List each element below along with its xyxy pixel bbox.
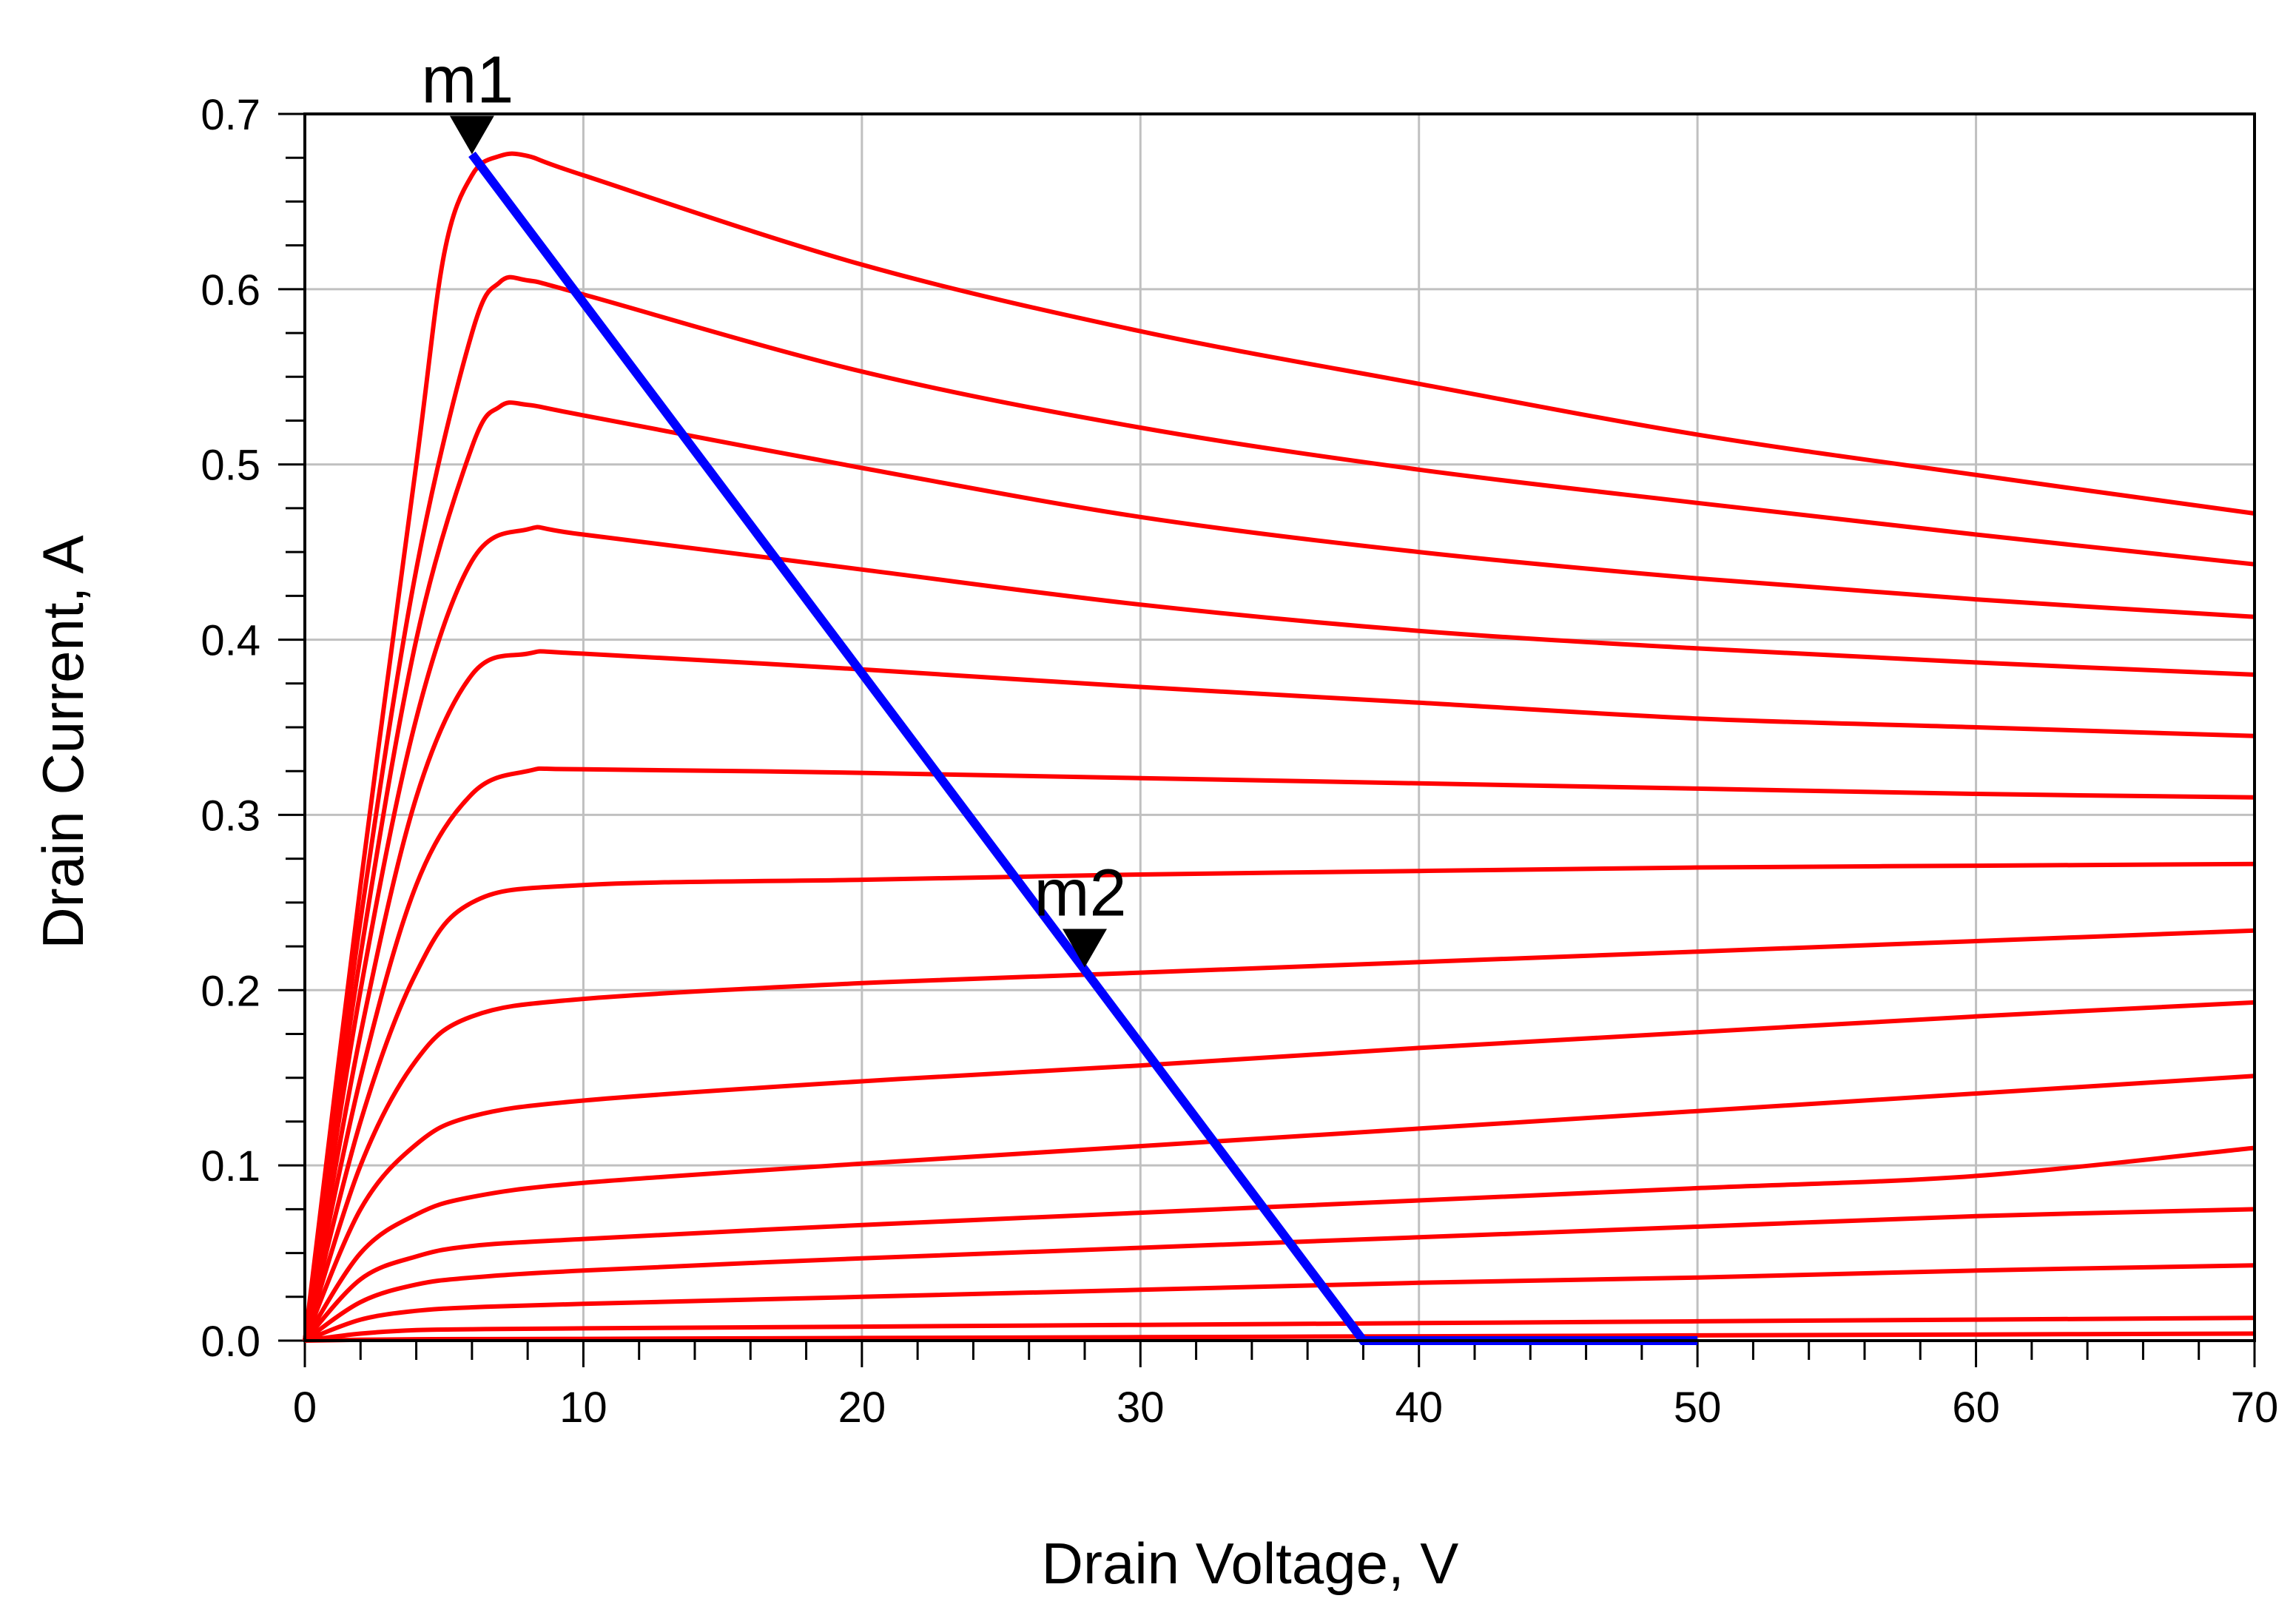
marker-m1-triangle (449, 115, 494, 155)
iv-curve-13 (303, 400, 2255, 1341)
marker-m2-triangle (1063, 929, 1107, 968)
x-tick-label: 40 (1395, 1384, 1443, 1432)
x-tick-label: 70 (2231, 1384, 2279, 1432)
y-tick-label: 0.2 (201, 967, 260, 1015)
x-tick-label: 20 (838, 1384, 886, 1432)
iv-curve-12 (303, 525, 2255, 1341)
x-tick-label: 10 (559, 1384, 607, 1432)
iv-curve-6 (303, 1074, 2255, 1342)
y-tick-label: 0.0 (201, 1318, 260, 1366)
y-tick-label: 0.6 (201, 266, 260, 314)
x-tick-label: 0 (293, 1384, 317, 1432)
y-tick-label: 0.7 (201, 91, 260, 139)
x-axis-title: Drain Voltage, V (1042, 1531, 1459, 1596)
y-tick-labels: 0.0 0.1 0.2 0.3 0.4 0.5 0.6 0.7 (201, 91, 260, 1366)
iv-curve-10 (303, 766, 2255, 1341)
iv-curve-1 (304, 1331, 2255, 1343)
iv-curve-2 (304, 1315, 2255, 1343)
y-tick-label: 0.3 (201, 792, 260, 840)
minor-ticks (278, 112, 2256, 1367)
iv-curve-7 (303, 1000, 2255, 1342)
y-axis-title: Drain Current, A (30, 535, 95, 949)
y-tick-label: 0.5 (201, 442, 260, 490)
marker-m1-label: m1 (421, 43, 514, 117)
plot-frame (303, 112, 2256, 1342)
iv-curve-4 (303, 1207, 2255, 1343)
markers: m1 m2 (421, 43, 1127, 968)
x-tick-labels: 0 10 20 30 40 50 60 70 (293, 1384, 2278, 1432)
y-tick-label: 0.1 (201, 1142, 260, 1190)
iv-curve-3 (303, 1263, 2255, 1343)
iv-curve-5 (303, 1145, 2255, 1343)
x-tick-label: 30 (1117, 1384, 1165, 1432)
x-tick-label: 50 (1674, 1384, 1722, 1432)
y-tick-label: 0.4 (201, 617, 260, 665)
iv-curve-9 (303, 861, 2255, 1341)
x-tick-label: 60 (1952, 1384, 2000, 1432)
iv-curve-8 (303, 928, 2255, 1341)
marker-m2-label: m2 (1034, 856, 1126, 930)
iv-curve-14 (303, 274, 2255, 1341)
iv-curve-15 (303, 151, 2255, 1341)
